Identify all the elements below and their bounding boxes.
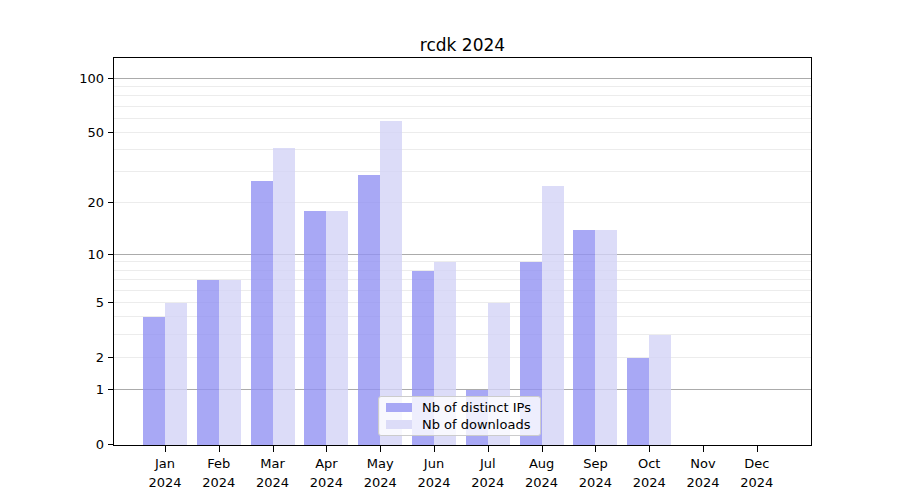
x-tick <box>703 446 704 452</box>
x-tick <box>649 446 650 452</box>
bar-distinct-ips <box>573 230 595 445</box>
bar-distinct-ips <box>197 280 219 445</box>
legend-swatch-downloads <box>386 420 412 429</box>
gridline-minor <box>114 132 811 133</box>
bar-downloads <box>649 335 671 445</box>
gridline-minor <box>114 261 811 262</box>
y-tick-label: 100 <box>54 70 104 88</box>
gridline-minor <box>114 118 811 119</box>
bar-downloads <box>326 211 348 445</box>
legend-swatch-distinct-ips <box>386 403 412 412</box>
x-tick-label: Dec2024 <box>725 454 789 492</box>
y-tick-label: 50 <box>54 124 104 142</box>
gridline-minor <box>114 95 811 96</box>
gridline-minor <box>114 270 811 271</box>
gridline-major <box>114 78 811 79</box>
bar-distinct-ips <box>251 181 273 446</box>
y-tick-label: 20 <box>54 194 104 212</box>
gridline-minor <box>114 106 811 107</box>
bar-distinct-ips <box>304 211 326 445</box>
x-tick <box>434 446 435 452</box>
bar-downloads <box>219 280 241 445</box>
x-tick <box>165 446 166 452</box>
legend-item-downloads: Nb of downloads <box>386 416 540 433</box>
x-tick <box>219 446 220 452</box>
y-tick-label: 1 <box>54 381 104 399</box>
x-tick <box>757 446 758 452</box>
chart: rcdk 2024 0125102050100Jan2024Feb2024Mar… <box>0 0 900 500</box>
gridline-minor <box>114 86 811 87</box>
y-tick-label: 5 <box>54 294 104 312</box>
legend-label-downloads: Nb of downloads <box>422 417 530 432</box>
x-tick <box>380 446 381 452</box>
x-tick <box>595 446 596 452</box>
gridline-major <box>114 254 811 255</box>
gridline-minor <box>114 171 811 172</box>
bar-downloads <box>542 186 564 445</box>
gridline-minor <box>114 149 811 150</box>
x-tick <box>273 446 274 452</box>
chart-title: rcdk 2024 <box>114 35 811 55</box>
x-tick <box>488 446 489 452</box>
legend: Nb of distinct IPs Nb of downloads <box>378 396 541 436</box>
bar-distinct-ips <box>358 175 380 445</box>
y-tick-label: 0 <box>54 436 104 454</box>
bar-downloads <box>165 303 187 445</box>
y-tick-label: 2 <box>54 349 104 367</box>
legend-label-distinct-ips: Nb of distinct IPs <box>422 400 531 415</box>
x-tick <box>542 446 543 452</box>
legend-item-distinct-ips: Nb of distinct IPs <box>386 399 540 416</box>
plot-area: 0125102050100Jan2024Feb2024Mar2024Apr202… <box>113 57 812 446</box>
y-tick <box>108 444 114 445</box>
bar-downloads <box>595 230 617 445</box>
x-tick <box>326 446 327 452</box>
y-tick-label: 10 <box>54 246 104 264</box>
bar-downloads <box>273 148 295 445</box>
bar-distinct-ips <box>143 317 165 445</box>
gridline-minor <box>114 202 811 203</box>
bar-distinct-ips <box>627 358 649 445</box>
